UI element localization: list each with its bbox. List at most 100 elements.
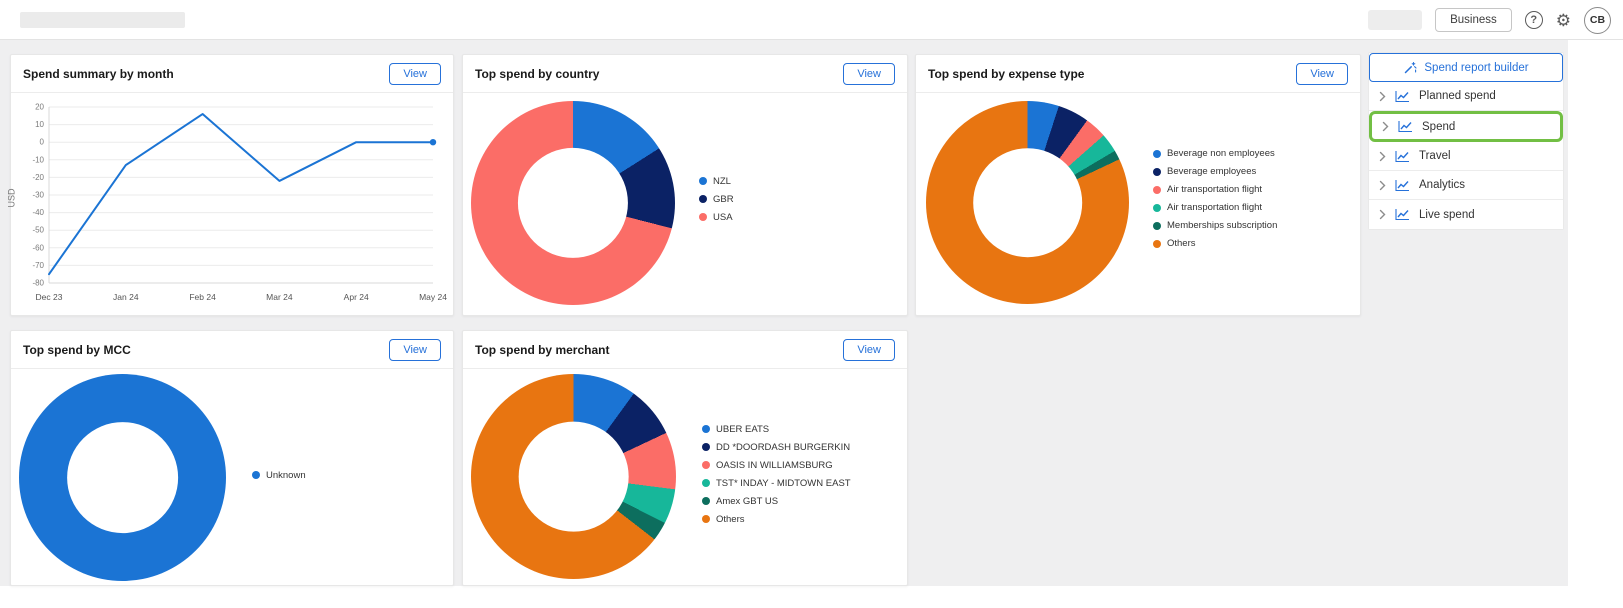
- legend-color-dot: [699, 177, 707, 185]
- chevron-right-icon: [1379, 209, 1386, 220]
- donut-hole: [518, 421, 629, 532]
- line-chart-icon: [1395, 179, 1409, 191]
- legend-label: Air transportation flight: [1167, 184, 1263, 195]
- top-header: Business ? ⚙ CB: [0, 0, 1623, 40]
- donut-hole: [972, 147, 1083, 258]
- donut-chart-area: Unknown: [11, 369, 453, 581]
- legend-item: USA: [699, 212, 734, 223]
- line-chart: 20 10 0 -10 -20 -30 -40 -50 -60 -70 -80 Dec 23 Jan 2…: [32, 103, 447, 303]
- sidebar-item-label: Live spend: [1419, 208, 1475, 221]
- sidebar-item-live-spend[interactable]: Live spend: [1369, 200, 1563, 229]
- legend-item: Unknown: [252, 470, 306, 481]
- card-title: Spend summary by month: [23, 66, 174, 81]
- legend-label: Others: [716, 513, 745, 525]
- card-top-spend-by-mcc: Top spend by MCC View Unknown: [10, 330, 454, 586]
- legend-label: Beverage employees: [1167, 166, 1257, 177]
- sidebar-item-label: Spend: [1422, 120, 1456, 133]
- svg-text:-20: -20: [32, 173, 44, 182]
- legend-item: Memberships subscription: [1153, 220, 1277, 231]
- svg-text:Dec 23: Dec 23: [36, 292, 63, 302]
- card-title: Top spend by expense type: [928, 66, 1085, 81]
- legend-item: Air transportation flight: [1153, 184, 1277, 195]
- legend-label: TST* INDAY - MIDTOWN EAST: [716, 477, 851, 489]
- svg-text:May 24: May 24: [419, 292, 447, 302]
- legend-color-dot: [702, 515, 710, 523]
- svg-text:-30: -30: [32, 191, 44, 200]
- card-top-spend-by-merchant: Top spend by merchant View UBER EATS DD *…: [462, 330, 908, 586]
- legend-label: Amex GBT US: [716, 495, 779, 507]
- card-header: Top spend by country View: [463, 55, 907, 93]
- view-button[interactable]: View: [389, 62, 441, 85]
- help-icon[interactable]: ?: [1524, 11, 1543, 29]
- legend-label: Others: [1167, 238, 1196, 249]
- legend-color-dot: [702, 425, 710, 433]
- svg-text:Mar 24: Mar 24: [266, 292, 293, 302]
- legend-item: Others: [702, 514, 851, 525]
- chart-legend: Beverage non employees Beverage employees…: [1153, 148, 1277, 249]
- sidebar-item-travel[interactable]: Travel: [1369, 142, 1563, 171]
- legend-color-dot: [1153, 203, 1161, 212]
- legend-label: Air transportation flight: [1167, 202, 1263, 213]
- svg-text:Feb 24: Feb 24: [189, 292, 216, 302]
- redacted-page-title: [20, 12, 185, 28]
- card-header: Top spend by merchant View: [463, 331, 907, 369]
- legend-color-dot: [702, 461, 710, 469]
- sidebar-item-analytics[interactable]: Analytics: [1369, 171, 1563, 200]
- chart-legend: UBER EATS DD *DOORDASH BURGERKIN OASIS IN …: [702, 424, 851, 525]
- legend-label: USA: [713, 211, 733, 223]
- donut-chart: [471, 374, 676, 579]
- card-title: Top spend by MCC: [23, 342, 131, 357]
- legend-color-dot: [252, 471, 260, 479]
- gear-icon[interactable]: ⚙: [1555, 10, 1571, 30]
- builder-button-label: Spend report builder: [1424, 61, 1529, 74]
- legend-color-dot: [699, 195, 707, 203]
- y-axis-label: USD: [6, 188, 17, 208]
- view-button[interactable]: View: [1296, 62, 1348, 85]
- svg-text:-10: -10: [32, 155, 44, 164]
- legend-color-dot: [1153, 221, 1161, 230]
- report-sidebar: Spend report builder Planned spend Spend…: [1368, 52, 1564, 230]
- svg-text:0: 0: [40, 138, 45, 147]
- line-chart-icon: [1395, 90, 1409, 102]
- view-button[interactable]: View: [389, 338, 441, 361]
- legend-item: Beverage non employees: [1153, 148, 1277, 159]
- donut-hole: [517, 147, 629, 259]
- redacted-header-control: [1368, 10, 1423, 30]
- donut-chart-area: UBER EATS DD *DOORDASH BURGERKIN OASIS IN …: [463, 369, 907, 579]
- avatar[interactable]: CB: [1584, 6, 1611, 34]
- legend-item: UBER EATS: [702, 424, 851, 435]
- card-header: Top spend by MCC View: [11, 331, 453, 369]
- chevron-right-icon: [1379, 180, 1386, 190]
- svg-text:-60: -60: [32, 243, 44, 252]
- donut-chart-area: NZL GBR USA: [463, 93, 907, 305]
- legend-label: Unknown: [266, 469, 306, 481]
- legend-item: GBR: [699, 194, 734, 205]
- legend-item: NZL: [699, 176, 734, 187]
- view-button[interactable]: View: [843, 62, 895, 85]
- svg-text:20: 20: [35, 103, 44, 112]
- chart-legend: NZL GBR USA: [699, 176, 734, 223]
- chevron-right-icon: [1382, 121, 1389, 132]
- legend-color-dot: [699, 213, 707, 221]
- legend-label: NZL: [713, 175, 731, 187]
- donut-hole: [66, 421, 179, 534]
- legend-item: Beverage employees: [1153, 166, 1277, 177]
- svg-text:Jan 24: Jan 24: [113, 292, 139, 302]
- sidebar-item-spend[interactable]: Spend: [1369, 111, 1563, 142]
- chevron-right-icon: [1379, 151, 1386, 161]
- legend-color-dot: [702, 443, 710, 451]
- view-button[interactable]: View: [843, 338, 895, 361]
- legend-color-dot: [702, 479, 710, 487]
- svg-text:10: 10: [35, 120, 44, 129]
- spend-report-builder-button[interactable]: Spend report builder: [1369, 53, 1563, 82]
- header-actions: Business ? ⚙ CB: [1368, 0, 1611, 40]
- sidebar-item-planned-spend[interactable]: Planned spend: [1369, 82, 1563, 111]
- legend-item: OASIS IN WILLIAMSBURG: [702, 460, 851, 471]
- legend-item: Others: [1153, 238, 1277, 249]
- legend-color-dot: [1153, 149, 1161, 158]
- legend-item: Amex GBT US: [702, 496, 851, 507]
- business-button[interactable]: Business: [1435, 8, 1512, 32]
- svg-text:Apr 24: Apr 24: [344, 292, 369, 302]
- line-chart-icon: [1395, 209, 1409, 221]
- card-title: Top spend by merchant: [475, 342, 610, 357]
